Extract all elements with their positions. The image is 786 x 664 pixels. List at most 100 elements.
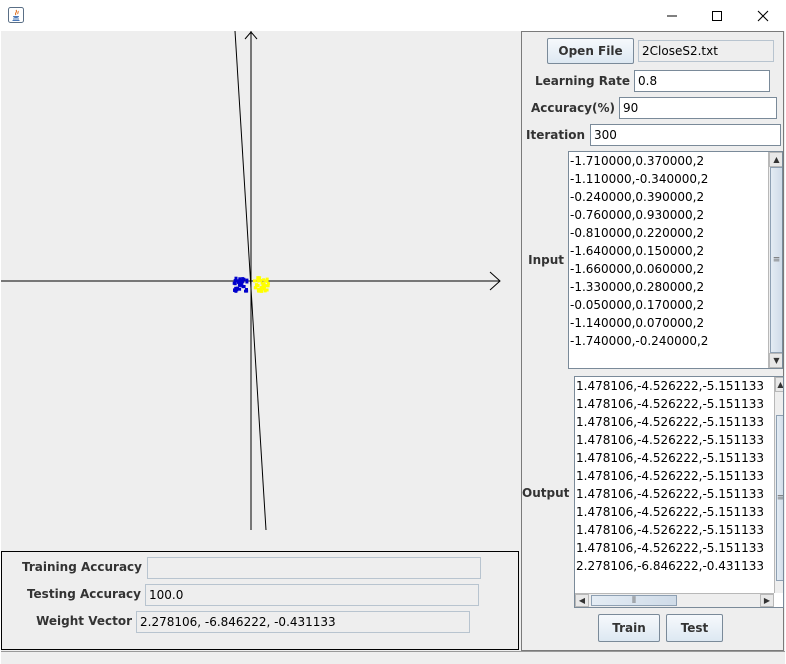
weight-vector-label: Weight Vector: [36, 614, 132, 628]
data-point: [244, 289, 247, 293]
scroll-up-icon[interactable]: ▲: [775, 377, 783, 392]
output-hscroll-thumb[interactable]: ⦀: [591, 595, 677, 606]
list-item[interactable]: -1.710000,0.370000,2: [570, 154, 705, 168]
scroll-right-icon[interactable]: ▶: [760, 594, 774, 607]
list-item[interactable]: 1.478106,-4.526222,-5.151133: [576, 379, 765, 393]
data-point: [238, 277, 242, 281]
data-point: [238, 279, 242, 283]
data-point: [242, 285, 246, 288]
control-panel: Open File 2CloseS2.txt Learning Rate 0.8…: [521, 31, 784, 651]
y-axis-arrow-icon: [244, 31, 258, 40]
input-scroll-thumb[interactable]: ≡: [770, 167, 782, 353]
title-bar: [0, 0, 786, 31]
list-item[interactable]: 1.478106,-4.526222,-5.151133: [576, 433, 765, 447]
data-point: [235, 288, 239, 292]
input-rows: -1.710000,0.370000,2 -1.110000,-0.340000,…: [569, 152, 782, 350]
class2-points: [253, 276, 270, 293]
list-item[interactable]: 1.478106,-4.526222,-5.151133: [576, 415, 765, 429]
plot-panel: [1, 30, 519, 549]
data-point: [245, 280, 249, 284]
weight-vector-field[interactable]: 2.278106, -6.846222, -0.431133: [136, 611, 470, 633]
decision-boundary-line: [234, 30, 267, 531]
data-point: [233, 279, 237, 283]
data-point: [262, 278, 266, 282]
output-scroll-thumb[interactable]: ≡: [776, 415, 783, 581]
minimize-icon: [667, 15, 677, 16]
list-item[interactable]: 1.478106,-4.526222,-5.151133: [576, 451, 765, 465]
train-button[interactable]: Train: [598, 614, 660, 642]
data-point: [238, 282, 242, 286]
scroll-left-icon[interactable]: ◀: [575, 594, 589, 607]
data-point: [265, 284, 269, 288]
list-item[interactable]: 1.478106,-4.526222,-5.151133: [576, 523, 765, 537]
maximize-icon: [712, 10, 722, 21]
list-item[interactable]: -0.240000,0.390000,2: [570, 190, 705, 204]
data-point: [245, 278, 249, 282]
training-accuracy-field[interactable]: [147, 557, 481, 579]
list-item[interactable]: -0.050000,0.170000,2: [570, 298, 705, 312]
list-item[interactable]: -1.740000,-0.240000,2: [570, 334, 709, 348]
data-point: [263, 289, 267, 293]
learning-rate-input[interactable]: 0.8: [634, 70, 770, 92]
data-point: [235, 286, 239, 290]
input-list[interactable]: -1.710000,0.370000,2 -1.110000,-0.340000,…: [568, 151, 783, 369]
status-strip: [1, 651, 785, 664]
data-point: [253, 286, 257, 290]
list-item[interactable]: -0.760000,0.930000,2: [570, 208, 705, 222]
data-point: [234, 286, 238, 290]
list-item[interactable]: 1.478106,-4.526222,-5.151133: [576, 487, 765, 501]
scroll-up-icon[interactable]: ▲: [769, 152, 782, 167]
data-point: [266, 282, 270, 286]
scroll-down-icon[interactable]: ▼: [769, 353, 782, 368]
data-point: [256, 288, 260, 291]
list-item[interactable]: -0.810000,0.220000,2: [570, 226, 705, 240]
close-button[interactable]: [740, 0, 786, 31]
output-vertical-scrollbar[interactable]: ▲ ≡: [774, 377, 783, 593]
maximize-button[interactable]: [694, 0, 740, 31]
input-vertical-scrollbar[interactable]: ▲ ≡ ▼: [768, 152, 782, 368]
list-item[interactable]: -1.660000,0.060000,2: [570, 262, 705, 276]
data-point: [255, 284, 259, 288]
data-point: [262, 287, 266, 290]
testing-accuracy-field[interactable]: 100.0: [145, 584, 479, 606]
minimize-button[interactable]: [649, 0, 695, 31]
list-item[interactable]: 1.478106,-4.526222,-5.151133: [576, 505, 765, 519]
input-label: Input: [528, 253, 564, 267]
data-point: [233, 289, 237, 292]
output-rows: 1.478106,-4.526222,-5.151133 1.478106,-4.…: [575, 377, 783, 575]
output-list[interactable]: 1.478106,-4.526222,-5.151133 1.478106,-4.…: [574, 376, 784, 608]
class1-points: [232, 276, 249, 293]
file-name-field[interactable]: 2CloseS2.txt: [638, 40, 774, 62]
list-item[interactable]: 1.478106,-4.526222,-5.151133: [576, 397, 765, 411]
list-item[interactable]: 1.478106,-4.526222,-5.151133: [576, 469, 765, 483]
data-point: [240, 281, 244, 285]
accuracy-label: Accuracy(%): [531, 101, 615, 115]
list-item[interactable]: 2.278106,-6.846222,-0.431133: [576, 559, 765, 573]
stats-panel: Training Accuracy Testing Accuracy 100.0…: [1, 551, 519, 650]
test-button[interactable]: Test: [666, 614, 723, 642]
accuracy-input[interactable]: 90: [619, 97, 777, 119]
output-horizontal-scrollbar[interactable]: ◀ ⦀ ▶: [575, 593, 774, 607]
java-app-icon: [8, 7, 24, 23]
data-point: [263, 283, 266, 287]
list-item[interactable]: -1.640000,0.150000,2: [570, 244, 705, 258]
list-item[interactable]: -1.110000,-0.340000,2: [570, 172, 709, 186]
iteration-input[interactable]: 300: [590, 124, 781, 146]
data-point: [234, 276, 238, 280]
data-point: [265, 279, 269, 283]
list-item[interactable]: -1.330000,0.280000,2: [570, 280, 705, 294]
data-point: [253, 279, 256, 283]
data-point: [265, 277, 269, 281]
list-item[interactable]: 1.478106,-4.526222,-5.151133: [576, 541, 765, 555]
close-icon: [757, 10, 769, 21]
open-file-button[interactable]: Open File: [547, 38, 634, 64]
x-axis-arrow-icon: [489, 271, 501, 291]
list-item[interactable]: -1.140000,0.070000,2: [570, 316, 705, 330]
data-point: [257, 276, 261, 280]
training-accuracy-label: Training Accuracy: [22, 560, 142, 574]
testing-accuracy-label: Testing Accuracy: [26, 587, 141, 601]
data-point: [260, 286, 264, 290]
data-point: [241, 279, 245, 283]
data-point: [235, 279, 239, 283]
output-label: Output: [522, 486, 570, 500]
